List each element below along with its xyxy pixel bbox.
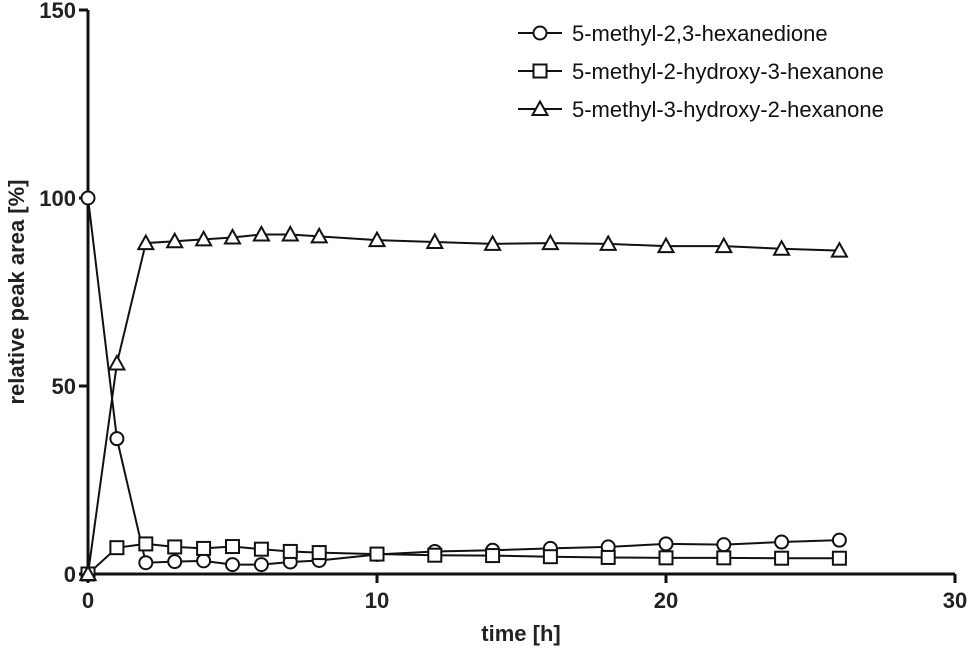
data-point-square (311, 545, 327, 561)
y-tick-label: 50 (52, 374, 76, 399)
x-tick-label: 10 (365, 588, 389, 613)
data-point-square (427, 547, 443, 563)
y-tick-label: 100 (39, 186, 76, 211)
data-point-circle (225, 557, 240, 573)
series-line (87, 233, 840, 575)
data-point-square (138, 536, 154, 552)
data-point-circle (80, 190, 96, 206)
data-point-triangle (281, 224, 300, 242)
data-point-triangle (772, 239, 791, 256)
series-circle (80, 190, 847, 573)
y-tick-label: 150 (39, 0, 76, 23)
data-point-triangle (483, 234, 502, 251)
data-point-triangle (223, 227, 242, 245)
data-point-triangle (656, 236, 676, 254)
plot-area: 0 50 100 150 0 10 20 30 (39, 0, 967, 613)
data-point-square (253, 541, 269, 557)
data-point-square (485, 548, 501, 564)
legend-item: 5-methyl-3-hydroxy-2-hexanone (518, 97, 884, 122)
data-point-triangle (367, 230, 387, 248)
legend-item: 5-methyl-2,3-hexanedione (518, 21, 828, 46)
data-point-triangle (78, 564, 98, 581)
legend-label: 5-methyl-3-hydroxy-2-hexanone (572, 97, 884, 122)
y-axis-title: relative peak area [%] (4, 179, 29, 404)
data-point-circle (253, 557, 269, 573)
x-axis-title: time [h] (481, 621, 560, 646)
data-point-square (369, 546, 385, 562)
legend-item: 5-methyl-2-hydroxy-3-hexanone (518, 59, 884, 84)
data-point-circle (138, 555, 154, 571)
data-point-square (282, 543, 298, 559)
data-point-triangle (541, 233, 560, 251)
data-point-circle (658, 536, 674, 552)
data-point-square (542, 549, 558, 565)
x-tick-label: 30 (943, 588, 967, 613)
legend-marker-square (532, 63, 548, 79)
legend-marker-circle (532, 25, 548, 41)
legend-label: 5-methyl-2,3-hexanedione (572, 21, 828, 46)
data-point-square (774, 550, 790, 566)
y-tick-label: 0 (64, 562, 76, 587)
data-point-square (716, 550, 732, 566)
data-point-square (831, 550, 847, 566)
data-point-triangle (136, 233, 155, 251)
legend-label: 5-methyl-2-hydroxy-3-hexanone (572, 59, 884, 84)
data-point-circle (774, 534, 790, 550)
data-point-circle (167, 554, 183, 570)
series-triangle (78, 224, 849, 581)
data-point-triangle (194, 229, 213, 247)
data-point-square (600, 549, 616, 565)
data-point-triangle (425, 232, 444, 249)
data-point-triangle (107, 353, 127, 371)
data-point-circle (831, 532, 847, 548)
x-ticks: 0 10 20 30 (82, 574, 967, 613)
x-tick-label: 0 (82, 588, 94, 613)
data-point-circle (109, 431, 125, 447)
data-point-triangle (830, 241, 849, 258)
data-point-square (658, 550, 674, 566)
data-point-triangle (310, 226, 329, 244)
series-layer (78, 190, 849, 582)
series-square (80, 536, 847, 582)
legend: 5-methyl-2,3-hexanedione 5-methyl-2-hydro… (518, 21, 884, 122)
data-point-triangle (714, 236, 733, 254)
data-point-triangle (165, 231, 184, 249)
data-point-square (225, 539, 240, 555)
data-point-square (109, 540, 125, 556)
y-ticks: 0 50 100 150 (39, 0, 88, 587)
data-point-triangle (252, 224, 271, 242)
data-point-circle (196, 553, 212, 569)
data-point-triangle (599, 234, 618, 251)
x-tick-label: 20 (654, 588, 678, 613)
data-point-circle (716, 537, 732, 553)
legend-marker-triangle (530, 99, 550, 116)
data-point-square (196, 540, 212, 556)
data-point-square (167, 539, 183, 555)
